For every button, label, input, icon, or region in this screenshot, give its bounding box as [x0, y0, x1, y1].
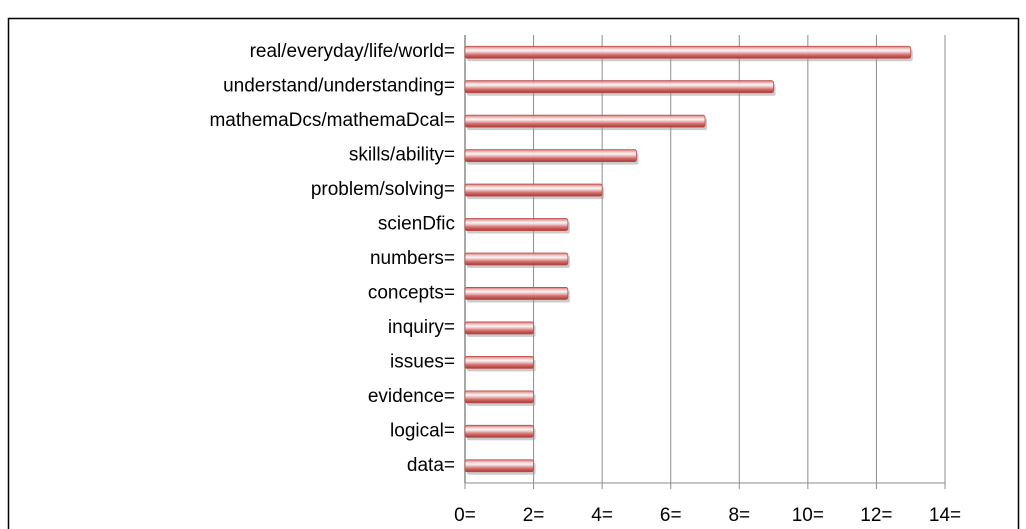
y-tick-label: issues= — [390, 351, 455, 372]
y-tick-label: inquiry= — [388, 317, 455, 338]
y-tick-label: problem/solving= — [311, 179, 455, 200]
bar — [464, 355, 534, 369]
y-tick-label: evidence= — [368, 386, 455, 407]
x-tick-label: 8= — [728, 505, 750, 526]
bar — [464, 390, 534, 404]
x-tick-label: 6= — [660, 505, 682, 526]
y-tick-label: data= — [407, 455, 455, 476]
bar — [464, 45, 912, 59]
bar — [464, 287, 569, 300]
frame — [7, 17, 1020, 529]
y-tick-label: real/everyday/life/world= — [250, 41, 455, 62]
bar — [464, 252, 569, 266]
bar — [464, 321, 534, 335]
x-tick-label: 4= — [591, 505, 613, 526]
bar — [464, 218, 569, 231]
bar — [464, 183, 603, 197]
y-tick-label: understand/understanding= — [223, 76, 455, 97]
y-tick-label: logical= — [390, 420, 455, 441]
y-tick-label: skills/ability= — [349, 145, 455, 166]
bar — [464, 149, 637, 163]
bar — [464, 424, 534, 438]
y-tick-label: mathemaDcs/mathemaDcal= — [209, 110, 455, 131]
y-tick-label: scienDfic — [378, 214, 455, 235]
x-tick-label: 0= — [454, 505, 476, 526]
bar — [464, 114, 706, 128]
x-tick-label: 14= — [929, 505, 961, 526]
y-tick-label: numbers= — [370, 248, 455, 269]
x-tick-label: 12= — [860, 505, 892, 526]
bar — [464, 80, 774, 94]
y-tick-label: concepts= — [368, 282, 455, 303]
x-tick-label: 2= — [523, 505, 545, 526]
bar — [464, 459, 534, 473]
x-tick-label: 10= — [792, 505, 824, 526]
